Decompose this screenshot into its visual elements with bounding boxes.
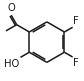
Text: F: F (73, 58, 79, 68)
Text: HO: HO (4, 59, 20, 69)
Text: F: F (73, 16, 79, 26)
Text: O: O (7, 3, 15, 13)
